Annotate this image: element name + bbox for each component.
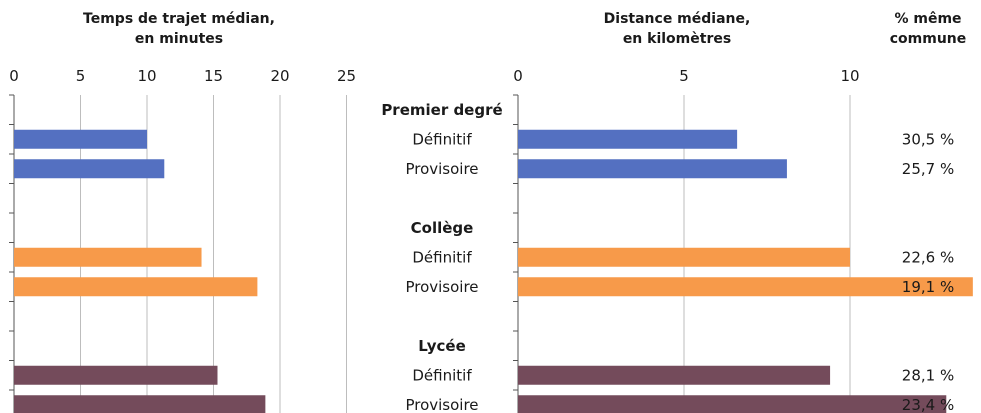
panel-1-bar-5 xyxy=(14,365,218,385)
panel-1-bar-3 xyxy=(14,247,202,267)
group-label-2: Collège xyxy=(411,219,474,237)
pct-value-3: 22,6 % xyxy=(902,248,954,266)
group-label-1: Premier degré xyxy=(381,101,502,119)
row-label: Provisoire xyxy=(405,160,478,178)
panel-1-bar-4 xyxy=(14,277,258,297)
pct-value-4: 19,1 % xyxy=(902,278,954,296)
panel-2-bar-2 xyxy=(518,159,787,179)
panel-1-tick-10: 10 xyxy=(137,67,156,85)
panel-1-bar-1 xyxy=(14,129,147,149)
group-label-3: Lycée xyxy=(418,337,466,355)
pct-title-line-2: commune xyxy=(890,31,967,47)
panel-2-bar-5 xyxy=(518,365,831,385)
pct-value-5: 28,1 % xyxy=(902,366,954,384)
panel-2-bar-1 xyxy=(518,129,738,149)
panel-2-title-line-2: en kilomètres xyxy=(623,31,731,47)
panel-2-tick-10: 10 xyxy=(840,67,859,85)
panel-1-tick-0: 0 xyxy=(9,67,19,85)
panel-2-bar-3 xyxy=(518,247,850,267)
panel-1-bar-6 xyxy=(14,395,266,413)
panel-1-tick-25: 25 xyxy=(337,67,356,85)
panel-1-title-line-2: en minutes xyxy=(135,31,223,47)
panel-1-bar-2 xyxy=(14,159,165,179)
pct-value-1: 30,5 % xyxy=(902,130,954,148)
panel-2-bar-4 xyxy=(518,277,973,297)
panel-2-title-line-1: Distance médiane, xyxy=(604,11,751,27)
pct-value-2: 25,7 % xyxy=(902,160,954,178)
row-label: Définitif xyxy=(412,130,472,148)
row-label: Provisoire xyxy=(405,396,478,413)
pct-title-line-1: % même xyxy=(894,11,961,27)
row-label: Définitif xyxy=(412,366,472,384)
panel-2-tick-5: 5 xyxy=(679,67,689,85)
panel-2-tick-0: 0 xyxy=(513,67,523,85)
panel-1-title-line-1: Temps de trajet médian, xyxy=(83,11,275,27)
row-label: Provisoire xyxy=(405,278,478,296)
row-label: Définitif xyxy=(412,248,472,266)
panel-1-tick-15: 15 xyxy=(204,67,223,85)
pct-value-6: 23,4 % xyxy=(902,396,954,413)
panel-2-bar-6 xyxy=(518,395,947,413)
panel-1-tick-5: 5 xyxy=(76,67,86,85)
panel-1-tick-20: 20 xyxy=(270,67,289,85)
